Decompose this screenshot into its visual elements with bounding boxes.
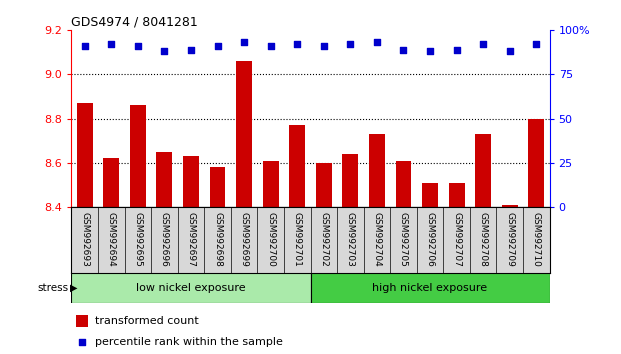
Point xyxy=(399,47,409,52)
Point xyxy=(106,41,116,47)
Point xyxy=(239,40,249,45)
Text: stress: stress xyxy=(37,282,68,293)
Bar xyxy=(77,103,93,207)
Point xyxy=(212,43,222,49)
Point xyxy=(451,47,461,52)
Text: GSM992699: GSM992699 xyxy=(240,212,248,267)
Text: GSM992695: GSM992695 xyxy=(134,212,142,267)
Text: GSM992707: GSM992707 xyxy=(452,212,461,267)
Point xyxy=(532,41,542,47)
Text: GSM992708: GSM992708 xyxy=(479,212,487,267)
Bar xyxy=(448,183,465,207)
Text: GSM992693: GSM992693 xyxy=(80,212,89,267)
Point xyxy=(133,43,143,49)
Point xyxy=(505,48,515,54)
Point xyxy=(319,43,329,49)
Bar xyxy=(342,154,358,207)
Bar xyxy=(475,134,491,207)
Bar xyxy=(289,125,305,207)
FancyBboxPatch shape xyxy=(71,273,310,303)
Point xyxy=(478,41,488,47)
Text: high nickel exposure: high nickel exposure xyxy=(373,282,487,293)
Text: ▶: ▶ xyxy=(70,282,78,293)
Text: GSM992698: GSM992698 xyxy=(213,212,222,267)
FancyBboxPatch shape xyxy=(310,273,550,303)
Text: GSM992702: GSM992702 xyxy=(319,212,329,267)
Bar xyxy=(103,159,119,207)
Point xyxy=(425,48,435,54)
Text: GSM992703: GSM992703 xyxy=(346,212,355,267)
Bar xyxy=(76,315,88,327)
Bar xyxy=(183,156,199,207)
Text: GSM992696: GSM992696 xyxy=(160,212,169,267)
Text: GSM992709: GSM992709 xyxy=(505,212,514,267)
Bar xyxy=(422,183,438,207)
Point xyxy=(79,43,89,49)
Bar xyxy=(156,152,173,207)
Text: GSM992705: GSM992705 xyxy=(399,212,408,267)
Text: GSM992701: GSM992701 xyxy=(292,212,302,267)
Text: GDS4974 / 8041281: GDS4974 / 8041281 xyxy=(71,15,198,28)
Bar xyxy=(396,161,412,207)
Point xyxy=(160,48,170,54)
Text: GSM992706: GSM992706 xyxy=(425,212,435,267)
Bar xyxy=(209,167,225,207)
Text: GSM992697: GSM992697 xyxy=(186,212,196,267)
Bar xyxy=(236,61,252,207)
Bar xyxy=(502,205,518,207)
Text: GSM992700: GSM992700 xyxy=(266,212,275,267)
Text: GSM992694: GSM992694 xyxy=(107,212,116,267)
Bar xyxy=(263,161,279,207)
Bar xyxy=(130,105,146,207)
Text: transformed count: transformed count xyxy=(96,316,199,326)
Point xyxy=(78,339,88,345)
Bar xyxy=(316,163,332,207)
Point xyxy=(372,40,382,45)
Text: GSM992710: GSM992710 xyxy=(532,212,541,267)
Bar xyxy=(369,134,385,207)
Bar xyxy=(528,119,544,207)
Text: low nickel exposure: low nickel exposure xyxy=(136,282,246,293)
Text: GSM992704: GSM992704 xyxy=(373,212,381,267)
Point xyxy=(292,41,302,47)
Point xyxy=(345,41,355,47)
Point xyxy=(186,47,196,52)
Point xyxy=(266,43,276,49)
Text: percentile rank within the sample: percentile rank within the sample xyxy=(96,337,283,347)
